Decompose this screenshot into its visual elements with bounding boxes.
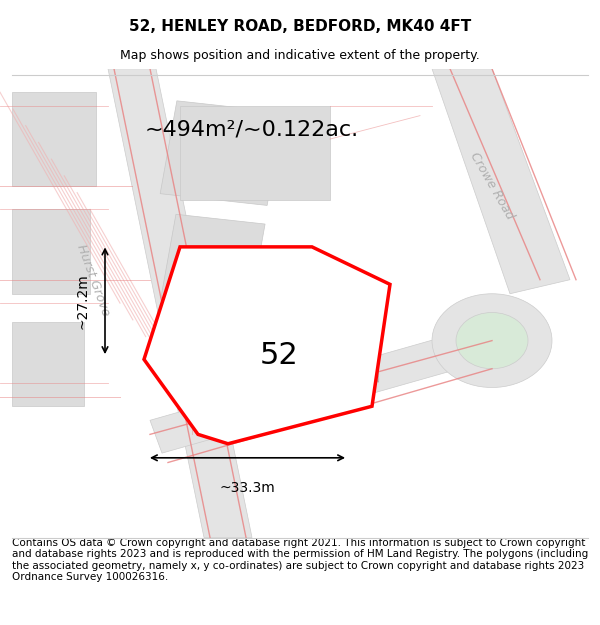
- Circle shape: [432, 294, 552, 388]
- Text: Henley Road: Henley Road: [284, 370, 382, 405]
- Circle shape: [456, 312, 528, 369]
- Polygon shape: [180, 106, 330, 200]
- Polygon shape: [150, 326, 492, 453]
- Polygon shape: [432, 69, 570, 294]
- Text: Contains OS data © Crown copyright and database right 2021. This information is : Contains OS data © Crown copyright and d…: [12, 538, 588, 582]
- Text: Map shows position and indicative extent of the property.: Map shows position and indicative extent…: [120, 49, 480, 62]
- Text: Crowe Road: Crowe Road: [467, 150, 517, 222]
- Polygon shape: [144, 247, 390, 444]
- Text: ~27.2m: ~27.2m: [76, 273, 90, 329]
- Bar: [161, 214, 265, 308]
- Polygon shape: [108, 69, 252, 538]
- Text: Hurst Grove: Hurst Grove: [74, 242, 112, 318]
- Bar: [12, 209, 90, 294]
- Bar: [160, 101, 284, 206]
- Text: 52: 52: [259, 341, 298, 370]
- Text: ~494m²/~0.122ac.: ~494m²/~0.122ac.: [145, 120, 359, 139]
- Bar: [12, 322, 84, 406]
- Bar: [12, 92, 96, 186]
- Text: 52, HENLEY ROAD, BEDFORD, MK40 4FT: 52, HENLEY ROAD, BEDFORD, MK40 4FT: [129, 19, 471, 34]
- Text: ~33.3m: ~33.3m: [220, 481, 275, 495]
